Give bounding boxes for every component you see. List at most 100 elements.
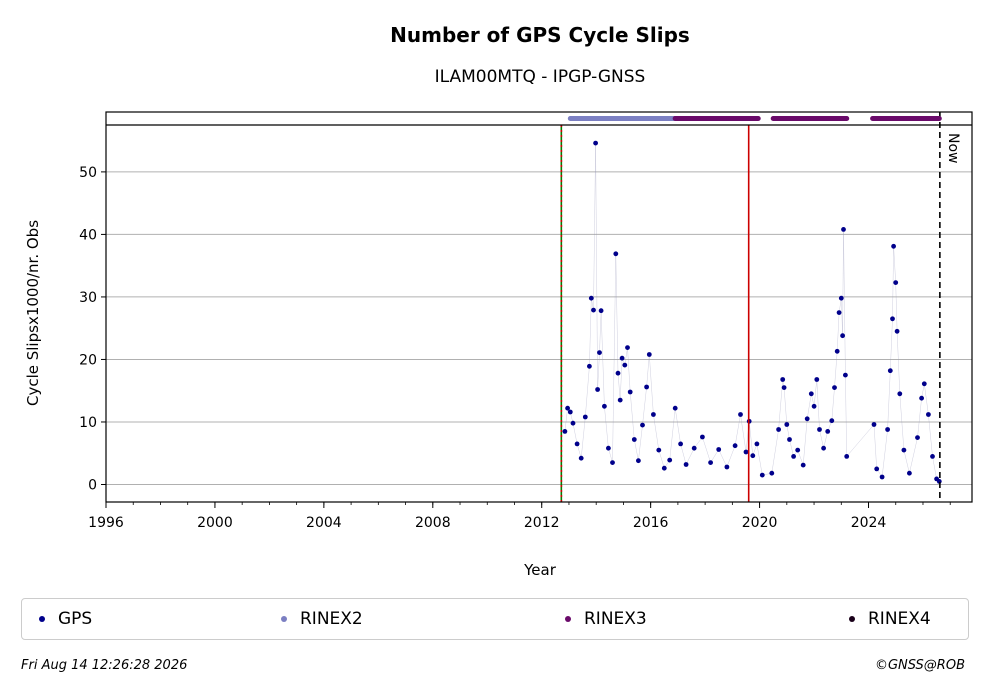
gps-point-68 [838, 295, 844, 301]
gps-point-61 [817, 427, 822, 432]
gps-point-63 [825, 429, 831, 434]
x-tick-label-2000: 2000 [197, 515, 233, 531]
gps-point-20 [619, 355, 625, 361]
gps-point-37 [700, 434, 705, 440]
chart-title: Number of GPS Cycle Slips [390, 23, 690, 47]
gps-point-84 [907, 470, 912, 476]
data-points [562, 140, 942, 484]
gps-point-21 [622, 362, 628, 368]
gps-point-89 [930, 454, 935, 459]
y-tick-label-10: 10 [79, 415, 97, 431]
gps-point-0 [562, 429, 568, 434]
legend-item-rinex3: RINEX3 [565, 599, 647, 639]
x-tick-label-2004: 2004 [306, 515, 342, 531]
gps-point-53 [787, 437, 792, 442]
gps-point-7 [587, 363, 592, 369]
gps-point-19 [617, 397, 623, 403]
gps-point-25 [636, 458, 641, 464]
gps-point-32 [667, 457, 673, 463]
gps-point-9 [591, 307, 596, 313]
x-axis-ticks: 1996 2000 2004 2008 2012 2016 2020 2024 [88, 502, 951, 531]
gps-point-5 [578, 455, 584, 461]
gps-point-2 [567, 409, 573, 415]
gps-point-36 [691, 445, 697, 451]
gps-point-50 [780, 377, 786, 382]
rinex4-marker-icon [849, 616, 855, 622]
x-tick-label-2024: 2024 [851, 515, 887, 531]
gps-point-1 [565, 405, 570, 411]
gps-point-62 [821, 445, 826, 451]
legend-label-rinex4: RINEX4 [868, 609, 931, 629]
gps-point-30 [656, 447, 662, 453]
legend-item-rinex2: RINEX2 [281, 599, 363, 639]
gps-point-40 [724, 464, 730, 470]
gps-point-8 [588, 295, 594, 301]
gps-point-38 [708, 460, 713, 465]
gps-point-3 [570, 420, 576, 426]
rinex3-marker-icon [565, 616, 571, 622]
gps-point-14 [602, 403, 607, 409]
gps-point-24 [631, 437, 637, 442]
gps-point-80 [893, 280, 899, 285]
legend-item-rinex4: RINEX4 [849, 599, 931, 639]
y-tick-label-50: 50 [79, 165, 97, 181]
gps-point-47 [759, 472, 765, 478]
gps-point-10 [593, 140, 598, 146]
legend: GPS RINEX2 RINEX3 RINEX4 [21, 598, 969, 640]
y-axis-label: Cycle Slipsx1000/nr. Obs [24, 220, 42, 406]
gps-trace-line [564, 143, 940, 482]
x-axis-label: Year [523, 561, 557, 579]
gps-point-66 [834, 348, 840, 354]
gps-point-54 [791, 454, 796, 459]
gps-point-33 [672, 405, 678, 411]
gps-point-86 [919, 395, 924, 401]
gps-point-76 [885, 427, 890, 432]
footer-copyright: ©GNSS@ROB [874, 658, 965, 673]
x-tick-label-1996: 1996 [88, 515, 124, 531]
gps-point-42 [738, 412, 743, 417]
gps-point-58 [808, 391, 814, 397]
reference-lines: Now [560, 112, 961, 502]
legend-label-rinex2: RINEX2 [300, 609, 363, 629]
gps-point-56 [800, 462, 806, 468]
gps-point-81 [894, 328, 900, 334]
gps-point-71 [843, 372, 848, 378]
gps-point-34 [678, 441, 683, 447]
gps-point-69 [840, 333, 845, 339]
gps-point-70 [841, 227, 846, 232]
gps-point-55 [795, 447, 801, 453]
y-tick-label-0: 0 [88, 477, 97, 493]
legend-label-gps: GPS [58, 609, 93, 629]
legend-label-rinex3: RINEX3 [584, 609, 647, 629]
gps-point-72 [844, 454, 850, 459]
gps-point-13 [598, 308, 604, 314]
gps-point-46 [754, 441, 760, 447]
gps-point-11 [595, 387, 600, 392]
y-tick-label-40: 40 [79, 227, 97, 243]
gps-point-73 [871, 422, 877, 427]
gps-point-43 [743, 449, 749, 455]
now-label: Now [945, 133, 961, 164]
grid-lines [106, 171, 972, 485]
gps-point-4 [574, 441, 580, 447]
gps-point-35 [683, 462, 689, 467]
gps-point-27 [644, 384, 649, 390]
gps-point-45 [750, 453, 756, 459]
gps-point-29 [651, 412, 656, 417]
gps-point-65 [832, 385, 837, 390]
x-tick-label-2008: 2008 [415, 515, 451, 531]
gps-point-6 [582, 414, 588, 420]
gps-point-41 [732, 443, 738, 449]
footer-timestamp: Fri Aug 14 12:26:28 2026 [21, 658, 188, 673]
y-axis-ticks: 0 10 20 30 40 50 [79, 165, 106, 493]
gps-point-75 [879, 474, 885, 480]
gps-point-59 [811, 403, 817, 409]
gps-point-15 [606, 445, 611, 451]
gps-point-12 [597, 350, 602, 355]
gps-point-48 [769, 470, 775, 476]
gps-point-17 [613, 251, 619, 257]
gps-point-67 [836, 310, 842, 315]
gps-point-23 [627, 389, 633, 395]
gps-point-79 [891, 243, 896, 249]
rinex2-marker-icon [281, 616, 287, 622]
